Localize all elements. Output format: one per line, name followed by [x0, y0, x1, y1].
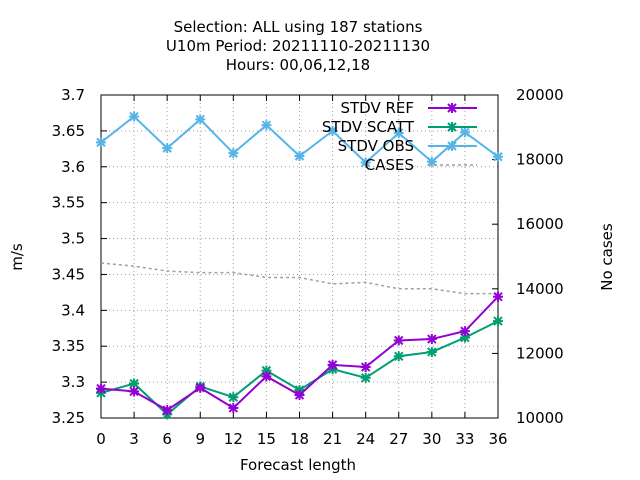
y2-axis-label: No cases: [598, 223, 616, 291]
legend-entry: STDV REF: [340, 99, 477, 117]
data-point: [447, 141, 457, 151]
y-tick-label: 3.7: [61, 86, 85, 104]
legend-entry: STDV SCATT: [322, 118, 477, 136]
x-tick-label: 33: [455, 430, 474, 448]
x-tick-label: 3: [129, 430, 139, 448]
y-tick-label: 3.25: [52, 409, 85, 427]
data-point: [426, 334, 437, 345]
data-point: [493, 151, 503, 162]
data-point: [447, 122, 457, 132]
data-point: [393, 351, 404, 362]
data-point: [129, 386, 140, 397]
legend-label: STDV SCATT: [322, 118, 415, 136]
title-line-2: U10m Period: 20211110-20211130: [166, 37, 430, 55]
y2-tick-label: 12000: [516, 344, 564, 362]
data-point: [459, 326, 470, 337]
y2-tick-label: 16000: [516, 215, 564, 233]
data-point: [447, 103, 457, 113]
y2-tick-label: 20000: [516, 86, 564, 104]
data-point: [459, 127, 470, 138]
series-stdv-obs: [96, 111, 503, 168]
grid: [100, 94, 499, 419]
series-line: [100, 262, 498, 295]
x-tick-label: 12: [224, 430, 243, 448]
legend-entry: CASES: [365, 156, 477, 174]
data-point: [228, 392, 239, 403]
data-point: [195, 382, 206, 393]
data-point: [360, 157, 371, 168]
series-stdv-ref: [96, 291, 503, 416]
y-tick-label: 3.45: [52, 265, 85, 283]
x-tick-label: 9: [195, 430, 205, 448]
data-point: [493, 291, 503, 302]
title-line-1: Selection: ALL using 187 stations: [174, 18, 423, 36]
data-point: [360, 372, 371, 383]
legend-label: STDV OBS: [338, 137, 414, 155]
x-tick-label: 30: [422, 430, 441, 448]
data-point: [327, 359, 338, 370]
x-tick-label: 24: [356, 430, 375, 448]
y-tick-label: 3.3: [61, 373, 85, 391]
data-point: [327, 125, 338, 136]
x-tick-label: 27: [389, 430, 408, 448]
y-tick-label: 3.5: [61, 230, 85, 248]
data-point: [96, 383, 106, 394]
plot-frame: [100, 94, 499, 419]
series-layer: [96, 111, 503, 420]
x-tick-label: 21: [323, 430, 342, 448]
x-tick-label: 15: [257, 430, 276, 448]
data-point: [360, 362, 371, 373]
data-point: [261, 371, 272, 382]
data-point: [228, 148, 239, 159]
axes: 0 3 6 9 12 15 18 21 24 27 30 33 363.253.33.353.43.45…: [52, 86, 564, 448]
y-tick-label: 3.4: [61, 301, 85, 319]
series-cases: [100, 262, 498, 295]
y-tick-label: 3.55: [52, 194, 85, 212]
legend-label: CASES: [365, 156, 414, 174]
data-point: [493, 316, 503, 327]
y2-tick-label: 18000: [516, 151, 564, 169]
data-point: [294, 390, 305, 401]
data-point: [426, 346, 437, 357]
x-tick-label: 0: [96, 430, 106, 448]
y2-tick-label: 14000: [516, 280, 564, 298]
data-point: [393, 335, 404, 346]
data-point: [162, 143, 173, 154]
y-tick-label: 3.65: [52, 122, 85, 140]
x-tick-label: 36: [488, 430, 507, 448]
data-point: [393, 128, 404, 139]
y-axis-label: m/s: [8, 243, 26, 271]
data-point: [195, 114, 206, 125]
chart-title: Selection: ALL using 187 stations U10m P…: [166, 18, 430, 74]
y-tick-label: 3.35: [52, 337, 85, 355]
data-point: [129, 111, 140, 122]
title-line-3: Hours: 00,06,12,18: [226, 56, 370, 74]
y2-tick-label: 10000: [516, 409, 564, 427]
x-axis-label: Forecast length: [240, 456, 356, 474]
data-point: [162, 405, 173, 416]
x-tick-label: 6: [162, 430, 172, 448]
legend-label: STDV REF: [340, 99, 414, 117]
data-point: [96, 137, 106, 148]
x-tick-label: 18: [290, 430, 309, 448]
y-tick-label: 3.6: [61, 158, 85, 176]
data-point: [228, 402, 239, 413]
legend-entry: STDV OBS: [338, 137, 477, 155]
data-point: [294, 151, 305, 162]
data-point: [261, 120, 272, 131]
